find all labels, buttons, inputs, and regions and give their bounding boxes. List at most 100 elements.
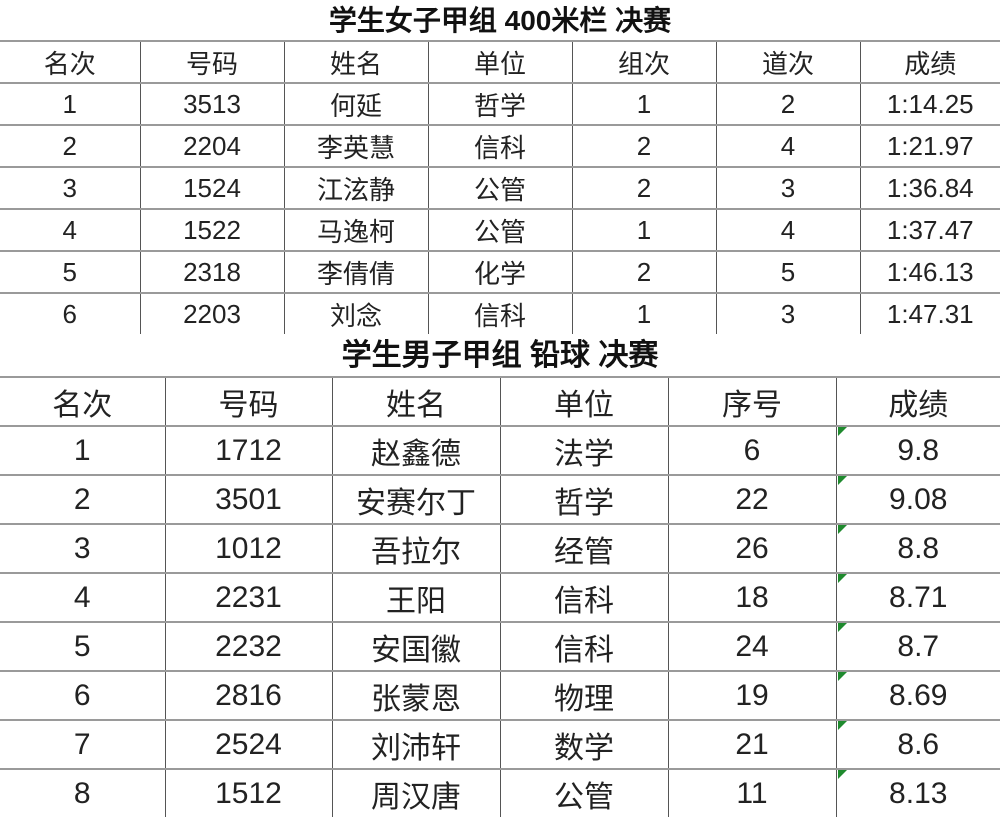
cell-value: 6 <box>62 298 77 329</box>
cell-value: 吾拉尔 <box>371 535 461 569</box>
table-cell: 2 <box>715 83 860 126</box>
table-cell: 周汉唐 <box>331 769 500 817</box>
table-cell: 8.71 <box>835 573 1000 623</box>
cell-value: 26 <box>735 531 769 565</box>
table-cell: 8.69 <box>835 671 1000 721</box>
header-cell: 单位 <box>427 41 572 84</box>
table-cell: 安赛尔丁 <box>331 475 500 525</box>
cell-value: 1512 <box>215 776 282 810</box>
table-cell: 3 <box>0 524 165 574</box>
header-label: 组次 <box>617 48 670 79</box>
table1-title: 学生女子甲组 400米栏 决赛 <box>328 5 672 36</box>
cell-value: 信科 <box>473 300 526 331</box>
table-cell: 1:36.84 <box>859 167 1000 210</box>
cell-flag-icon <box>837 574 847 583</box>
cell-value: 1 <box>636 214 652 245</box>
cell-value: 4 <box>780 130 796 161</box>
cell-value: 江泫静 <box>316 174 395 205</box>
table-cell: 2524 <box>164 720 332 770</box>
table-cell: 1712 <box>164 426 332 476</box>
table-cell: 1522 <box>139 209 284 252</box>
header-cell: 名次 <box>0 41 140 84</box>
cell-value: 1 <box>62 88 77 119</box>
cell-value: 公管 <box>473 174 526 205</box>
cell-value: 哲学 <box>554 486 614 520</box>
table-cell: 2 <box>571 125 716 168</box>
table-cell: 何延 <box>283 83 428 126</box>
header-cell: 号码 <box>164 377 332 427</box>
table-cell: 22 <box>667 475 836 525</box>
cell-value: 1522 <box>183 214 241 245</box>
table-row: 1 3513 何延 哲学 1 2 1:14.25 <box>0 83 1000 126</box>
header-cell: 单位 <box>499 377 668 427</box>
cell-value: 3501 <box>215 482 282 516</box>
cell-value: 信科 <box>554 633 614 667</box>
table-cell: 19 <box>667 671 836 721</box>
cell-value: 1712 <box>215 433 282 467</box>
cell-value: 8.69 <box>889 678 948 712</box>
cell-value: 3 <box>62 172 77 203</box>
table-row: 5 2232 安国徽 信科 24 8.7 <box>0 622 1000 672</box>
table-cell: 刘沛轩 <box>331 720 500 770</box>
cell-value: 王阳 <box>386 584 446 618</box>
cell-value: 9.8 <box>897 433 940 467</box>
header-label: 名次 <box>43 48 96 79</box>
cell-value: 8.7 <box>897 629 940 663</box>
table-cell: 21 <box>667 720 836 770</box>
table-cell: 4 <box>0 573 165 623</box>
cell-value: 4 <box>780 214 796 245</box>
cell-value: 安赛尔丁 <box>356 486 476 520</box>
table-cell: 哲学 <box>427 83 572 126</box>
cell-value: 2231 <box>215 580 282 614</box>
header-label: 序号 <box>722 388 782 422</box>
table-cell: 18 <box>667 573 836 623</box>
cell-value: 6 <box>743 433 761 467</box>
table-row: 6 2203 刘念 信科 1 3 1:47.31 <box>0 293 1000 334</box>
cell-value: 2203 <box>183 298 241 329</box>
table1-results: 名次 号码 姓名 单位 组次 道次 成绩 1 3513 何延 哲学 1 2 1:14.25 2 2204 李英慧… <box>0 40 1000 334</box>
table-cell: 信科 <box>499 622 668 672</box>
table2-results: 名次 号码 姓名 单位 序号 成绩 1 1712 赵鑫德 法学 6 9.8 2 3501 安赛尔丁 哲学 22 9… <box>0 376 1000 817</box>
table-row: 3 1524 江泫静 公管 2 3 1:36.84 <box>0 167 1000 210</box>
cell-value: 1 <box>73 433 91 467</box>
header-cell: 成绩 <box>835 377 1000 427</box>
table-cell: 1 <box>571 209 716 252</box>
cell-value: 公管 <box>554 780 614 814</box>
table-cell: 8 <box>0 769 165 817</box>
cell-value: 1:47.31 <box>886 298 974 329</box>
table-cell: 1012 <box>164 524 332 574</box>
cell-flag-icon <box>837 525 847 534</box>
cell-value: 8.13 <box>889 776 948 810</box>
table-cell: 刘念 <box>283 293 428 334</box>
cell-flag-icon <box>837 476 847 485</box>
cell-flag-icon <box>837 770 847 779</box>
cell-value: 2 <box>636 130 652 161</box>
cell-value: 马逸柯 <box>316 216 395 247</box>
table-cell: 4 <box>715 125 860 168</box>
cell-value: 1:46.13 <box>886 256 974 287</box>
cell-value: 安国徽 <box>371 633 461 667</box>
table-cell: 4 <box>715 209 860 252</box>
table-cell: 2318 <box>139 251 284 294</box>
table-cell: 2 <box>0 125 140 168</box>
table-cell: 王阳 <box>331 573 500 623</box>
table-cell: 3 <box>0 167 140 210</box>
table-cell: 信科 <box>427 293 572 334</box>
cell-value: 经管 <box>554 535 614 569</box>
table-cell: 数学 <box>499 720 668 770</box>
cell-value: 2 <box>780 88 796 119</box>
table-cell: 赵鑫德 <box>331 426 500 476</box>
table-cell: 2816 <box>164 671 332 721</box>
table-cell: 马逸柯 <box>283 209 428 252</box>
table-cell: 物理 <box>499 671 668 721</box>
cell-value: 1:37.47 <box>886 214 974 245</box>
table-cell: 5 <box>715 251 860 294</box>
table-cell: 1:46.13 <box>859 251 1000 294</box>
table-cell: 信科 <box>427 125 572 168</box>
table-cell: 2232 <box>164 622 332 672</box>
table-row: 2 2204 李英慧 信科 2 4 1:21.97 <box>0 125 1000 168</box>
table-cell: 3501 <box>164 475 332 525</box>
header-row: 名次 号码 姓名 单位 序号 成绩 <box>0 377 1000 427</box>
table-cell: 9.08 <box>835 475 1000 525</box>
table-cell: 8.13 <box>835 769 1000 817</box>
